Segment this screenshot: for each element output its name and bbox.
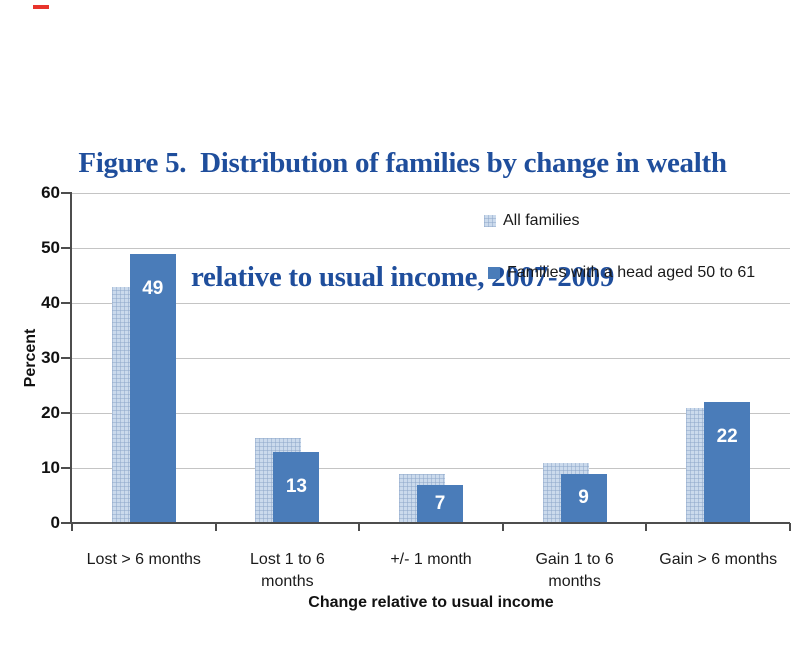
gridline [72, 247, 790, 249]
x-tick-mark [501, 523, 504, 531]
x-axis-line [70, 522, 790, 524]
bar-data-label: 7 [434, 492, 446, 514]
chart-title-line2: relative to usual income, 2007-2009 [190, 261, 615, 293]
x-tick-label: +/- 1 month [390, 551, 472, 568]
gridline [72, 467, 790, 469]
x-tick-mark [214, 523, 217, 531]
bar-head-aged-50-61 [704, 402, 751, 523]
bar-head-aged-50-61 [560, 473, 607, 523]
gridline [72, 412, 790, 414]
y-tick-mark [61, 302, 72, 304]
x-tick-mark [789, 523, 791, 531]
x-tick-label: Gain 1 to 6 months [535, 551, 614, 590]
red-mark [33, 5, 49, 9]
y-tick-mark [61, 247, 72, 249]
y-axis-title: Percent [22, 328, 39, 388]
y-tick-label: 60 [41, 183, 60, 202]
x-tick-mark [358, 523, 361, 531]
y-tick-mark [61, 522, 72, 524]
bar-head-aged-50-61 [417, 484, 463, 523]
chart-title-line1: Figure 5. Distribution of families by ch… [78, 147, 727, 179]
y-tick-mark [61, 467, 72, 469]
y-tick-label: 0 [50, 513, 60, 532]
x-tick-mark [645, 523, 648, 531]
y-tick-label: 20 [41, 403, 60, 422]
bar-data-label: 13 [285, 476, 307, 498]
gridline [72, 302, 790, 304]
gridline [72, 357, 790, 359]
legend-swatch-head-aged-50-61 [488, 267, 500, 279]
legend-label-head-aged-50-61: Families with a head aged 50 to 61 [507, 264, 756, 281]
x-tick-mark [71, 523, 73, 531]
y-tick-label: 40 [41, 293, 60, 312]
gridline [72, 192, 790, 194]
y-tick-label: 50 [41, 238, 60, 257]
y-tick-mark [61, 412, 72, 414]
x-tick-label: Lost > 6 months [86, 551, 201, 568]
y-tick-mark [61, 192, 72, 194]
x-axis-title: Change relative to usual income [308, 594, 554, 611]
x-tick-label: Lost 1 to 6 months [250, 551, 325, 590]
bar-data-label: 49 [142, 277, 164, 299]
x-tick-label: Gain > 6 months [659, 551, 778, 568]
legend-swatch-all-families [484, 215, 496, 227]
y-axis-line [70, 193, 72, 523]
legend-label-all-families: All families [503, 212, 580, 229]
bar-head-aged-50-61 [273, 451, 320, 523]
y-tick-label: 30 [41, 348, 60, 367]
bar-data-label: 22 [716, 426, 738, 447]
y-tick-mark [61, 357, 72, 359]
chart-title: Figure 5. Distribution of families by ch… [5, 68, 800, 372]
bar-data-label: 9 [578, 487, 589, 509]
y-tick-label: 10 [41, 458, 60, 477]
bar-head-aged-50-61 [129, 253, 176, 523]
